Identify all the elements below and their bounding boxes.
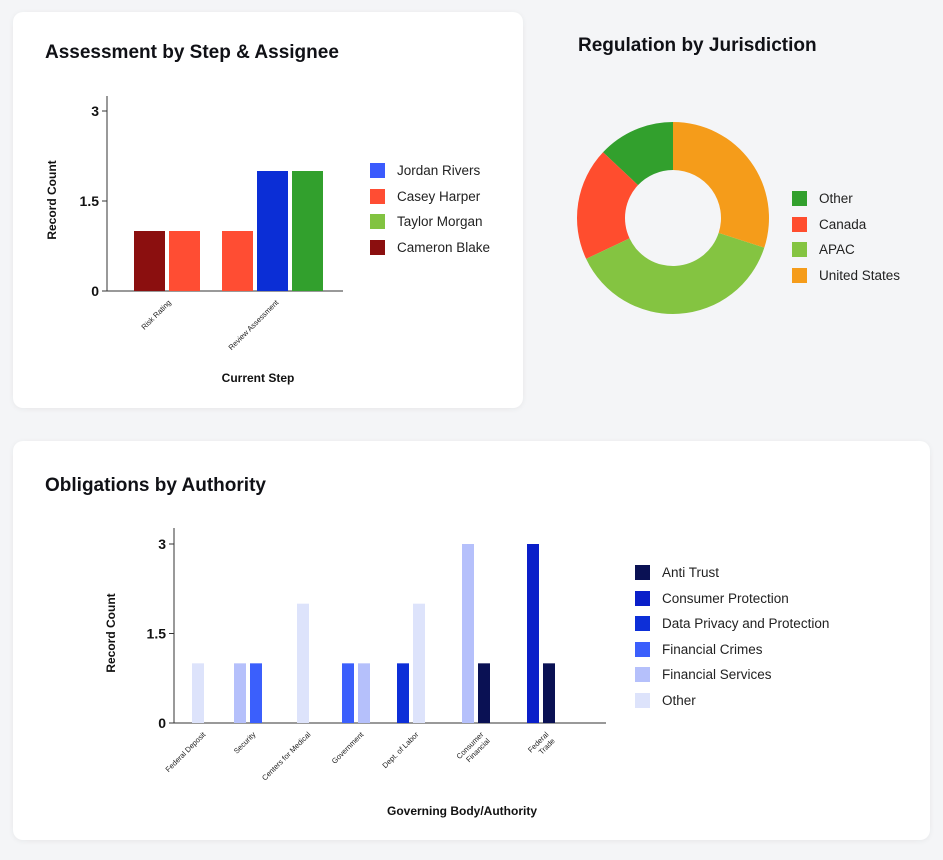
legend-label: Other (662, 692, 696, 708)
obligations-x-tick-label: FederalTrade (526, 730, 557, 761)
donut-slice-canada (577, 152, 639, 259)
assessment-y-tick-label: 1.5 (80, 193, 100, 209)
assessment-x-tick-label: Risk Rating (139, 298, 172, 331)
legend-label: Financial Services (662, 667, 772, 683)
jurisdiction-chart-card: Regulation by Jurisdiction Other Canada AP… (535, 0, 943, 408)
assessment-chart-title: Assessment by Step & Assignee (45, 42, 339, 63)
obligations-legend-item-anti-trust[interactable]: Anti Trust (635, 560, 829, 586)
legend-label: Financial Crimes (662, 641, 763, 657)
jurisdiction-legend-item-other[interactable]: Other (792, 186, 900, 212)
obligations-legend-item-data-privacy-and-protection[interactable]: Data Privacy and Protection (635, 611, 829, 637)
assessment-chart-card: Assessment by Step & Assignee 0 1.5 3 Recor… (13, 12, 523, 408)
assessment-y-axis-label: Record Count (45, 160, 59, 239)
obligations-x-tick-label: Dept. of Labor (380, 730, 420, 770)
obligations-chart: 0 1.5 3 Record Count Governing Body/Authorit… (104, 528, 606, 818)
legend-label: Other (819, 191, 853, 207)
legend-swatch (370, 188, 385, 204)
obligations-x-tick-label: Government (330, 729, 366, 765)
donut-slice-apac (586, 232, 765, 315)
obligations-x-tick-label: ConsumerFinancial (455, 730, 493, 768)
legend-swatch (792, 191, 807, 207)
assessment-legend-item-casey-harper[interactable]: Casey Harper (370, 184, 490, 210)
assessment-legend-item-taylor-morgan[interactable]: Taylor Morgan (370, 209, 490, 235)
assessment-bar-taylor-morgan-review-assessment (292, 171, 323, 291)
legend-label: Canada (819, 216, 867, 232)
assessment-y-tick-label: 0 (91, 283, 99, 299)
legend-label: Data Privacy and Protection (662, 616, 830, 632)
obligations-y-axis-label: Record Count (104, 593, 118, 672)
obligations-bar-data-privacy-and-protection-dept-of-labor (397, 663, 409, 723)
obligations-bar-anti-trust-consumer-financial (478, 663, 490, 723)
legend-label: Cameron Blake (397, 239, 491, 255)
assessment-bar-casey-harper-risk-rating (169, 231, 200, 291)
donut-slice-other (603, 122, 673, 186)
legend-swatch (635, 692, 650, 708)
obligations-y-tick-label: 1.5 (147, 626, 167, 642)
jurisdiction-legend-item-canada[interactable]: Canada (792, 212, 900, 238)
obligations-bar-financial-services-consumer-financial (462, 544, 474, 723)
obligations-chart-title: Obligations by Authority (45, 475, 266, 496)
jurisdiction-legend: Other Canada APAC United States (792, 186, 900, 288)
donut-slice-united-states (673, 122, 769, 248)
legend-label: Anti Trust (662, 565, 720, 581)
obligations-bar-financial-services-security (234, 663, 246, 723)
obligations-legend-item-consumer-protection[interactable]: Consumer Protection (635, 586, 829, 612)
assessment-x-tick-label: Review Assessment (227, 297, 281, 351)
obligations-x-tick-label: Centers for Medical (260, 730, 313, 783)
assessment-legend: Jordan Rivers Casey Harper Taylor Morgan Ca… (370, 158, 490, 260)
legend-label: Taylor Morgan (397, 214, 483, 230)
legend-label: APAC (819, 242, 855, 258)
assessment-chart: 0 1.5 3 Record Count Current Step Risk Rating… (45, 96, 343, 385)
obligations-bar-financial-crimes-government (342, 663, 354, 723)
assessment-bar-casey-harper-review-assessment (222, 231, 253, 291)
obligations-bar-other-centers-for-medical (297, 603, 309, 723)
legend-swatch (792, 242, 807, 258)
obligations-bar-anti-trust-federal-trade (543, 663, 555, 723)
assessment-bar-jordan-rivers-review-assessment (257, 171, 288, 291)
obligations-x-tick-label: Security (232, 730, 258, 756)
obligations-bar-consumer-protection-federal-trade (527, 544, 539, 723)
jurisdiction-legend-item-apac[interactable]: APAC (792, 237, 900, 263)
assessment-y-tick-label: 3 (91, 103, 99, 119)
legend-label: Consumer Protection (662, 590, 789, 606)
legend-swatch (792, 267, 807, 283)
assessment-legend-item-jordan-rivers[interactable]: Jordan Rivers (370, 158, 490, 184)
obligations-y-tick-label: 0 (158, 715, 166, 731)
jurisdiction-legend-item-united-states[interactable]: United States (792, 263, 900, 289)
obligations-x-tick-label: Federal Deposit (164, 729, 208, 773)
obligations-y-tick-label: 3 (158, 536, 166, 552)
obligations-bar-other-federal-deposit (192, 663, 204, 723)
legend-swatch (792, 216, 807, 232)
jurisdiction-chart-title: Regulation by Jurisdiction (578, 35, 817, 56)
legend-label: United States (819, 267, 901, 283)
obligations-bar-other-dept-of-labor (413, 603, 425, 723)
assessment-bar-cameron-blake-risk-rating (134, 231, 165, 291)
assessment-legend-item-cameron-blake[interactable]: Cameron Blake (370, 235, 490, 261)
obligations-legend: Anti Trust Consumer Protection Data Privac… (635, 560, 829, 713)
obligations-x-axis-label: Governing Body/Authority (387, 804, 537, 818)
jurisdiction-donut-chart (577, 122, 769, 315)
legend-swatch (635, 565, 650, 581)
obligations-legend-item-financial-services[interactable]: Financial Services (635, 662, 829, 688)
legend-swatch (635, 667, 650, 683)
assessment-x-axis-label: Current Step (222, 371, 295, 385)
obligations-legend-item-financial-crimes[interactable]: Financial Crimes (635, 637, 829, 663)
obligations-bar-financial-services-government (358, 663, 370, 723)
legend-swatch (370, 214, 385, 230)
legend-label: Jordan Rivers (397, 163, 481, 179)
legend-swatch (635, 641, 650, 657)
obligations-bar-financial-crimes-security (250, 663, 262, 723)
legend-label: Casey Harper (397, 188, 481, 204)
obligations-chart-card: Obligations by Authority 0 1.5 3 Record Cou… (13, 441, 930, 840)
obligations-legend-item-other[interactable]: Other (635, 688, 829, 714)
legend-swatch (370, 239, 385, 255)
legend-swatch (370, 163, 385, 179)
legend-swatch (635, 616, 650, 632)
legend-swatch (635, 590, 650, 606)
